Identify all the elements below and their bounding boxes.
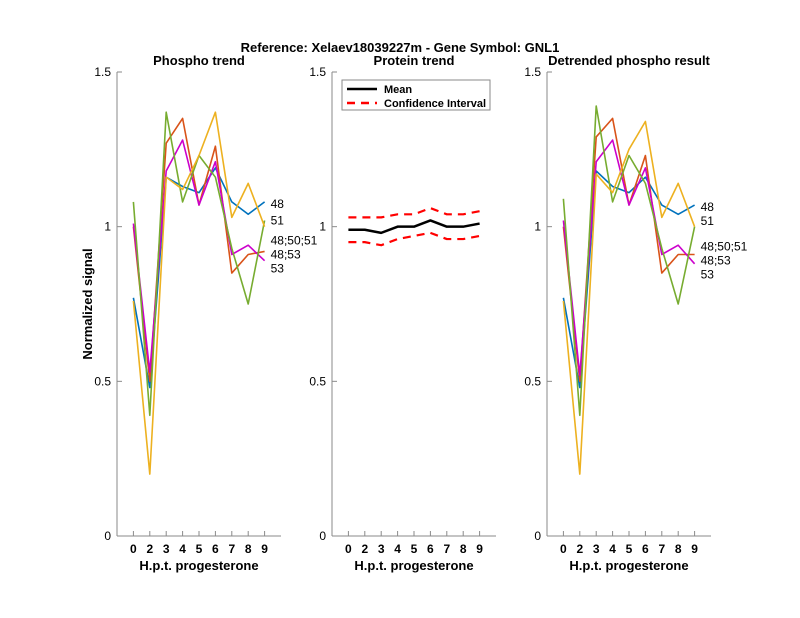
y-tick-label: 1 [534,220,541,234]
x-tick-label: 7 [658,542,665,556]
x-axis-label: H.p.t. progesterone [139,558,258,573]
legend-entry: Mean [384,84,412,96]
series-end-label: 48;50;51 [271,233,318,247]
x-axis-label: H.p.t. progesterone [354,558,473,573]
x-tick-label: 2 [361,542,368,556]
x-tick-label: 3 [593,542,600,556]
x-tick-label: 5 [626,542,633,556]
x-tick-label: 5 [196,542,203,556]
series-line-51 [562,120,696,475]
series-end-label: 48;50;51 [701,240,748,254]
series-line-mean [348,219,480,235]
legend-entry: Confidence Interval [384,98,486,110]
x-tick-label: 4 [179,542,186,556]
series-line-53 [132,139,266,373]
series-end-label: 51 [701,214,715,228]
series-end-label: 48;53 [701,254,731,268]
legend: Mean Confidence Interval [341,79,491,111]
figure-title: Reference: Xelaev18039227m - Gene Symbol… [241,40,560,55]
y-tick-label: 0.5 [94,374,111,388]
series-end-label: 48 [271,197,285,211]
x-tick-label: 4 [394,542,401,556]
x-tick-label: 8 [245,542,252,556]
x-tick-label: 6 [642,542,649,556]
panel-title: Phospho trend [153,53,245,68]
x-tick-label: 0 [560,542,567,556]
series-line-48-50-51 [562,105,696,417]
series-line-48-50-51 [132,111,266,417]
legend-box [341,79,491,111]
y-tick-label: 0 [104,529,111,543]
y-tick-label: 1.5 [524,65,541,79]
x-tick-label: 7 [443,542,450,556]
series-end-label: 53 [701,268,715,282]
series-end-label: 48;53 [271,247,301,261]
x-tick-label: 8 [675,542,682,556]
x-tick-label: 2 [146,542,153,556]
y-axis-label: Normalized signal [80,248,95,359]
x-tick-label: 3 [378,542,385,556]
x-tick-label: 3 [163,542,170,556]
x-tick-label: 2 [576,542,583,556]
y-tick-label: 1.5 [94,65,111,79]
y-tick-label: 0 [319,529,326,543]
series-line-51 [132,111,266,475]
series-end-label: 48 [701,200,715,214]
panel-title: Detrended phospho result [548,53,710,68]
y-tick-label: 1 [104,220,111,234]
y-tick-label: 0 [534,529,541,543]
x-tick-label: 9 [261,542,268,556]
x-tick-label: 0 [130,542,137,556]
panel-title: Protein trend [374,53,455,68]
x-tick-label: 8 [460,542,467,556]
y-tick-label: 1 [319,220,326,234]
series-end-label: 53 [271,261,285,275]
x-axis-label: H.p.t. progesterone [569,558,688,573]
x-tick-label: 5 [411,542,418,556]
y-tick-label: 0.5 [524,374,541,388]
series-end-label: 51 [271,214,285,228]
x-tick-label: 7 [228,542,235,556]
series-line-ci-lower [348,231,480,247]
x-tick-label: 6 [427,542,434,556]
series-line-confidence-interval [348,207,480,219]
y-tick-label: 0.5 [309,374,326,388]
x-tick-label: 4 [609,542,616,556]
x-tick-label: 0 [345,542,352,556]
x-tick-label: 6 [212,542,219,556]
x-tick-label: 9 [476,542,483,556]
y-tick-label: 1.5 [309,65,326,79]
x-tick-label: 9 [691,542,698,556]
